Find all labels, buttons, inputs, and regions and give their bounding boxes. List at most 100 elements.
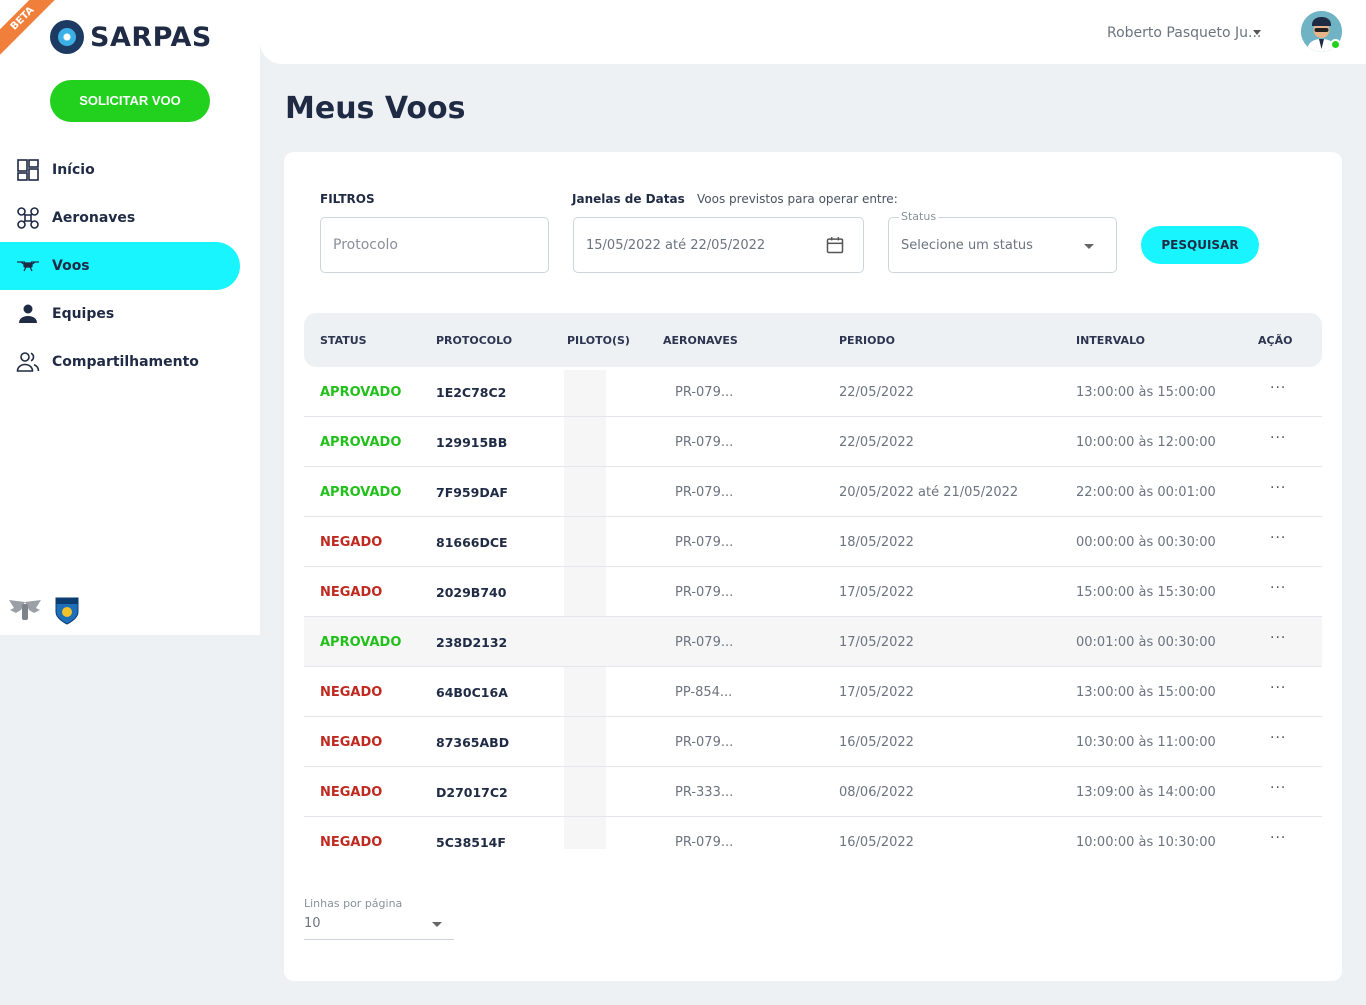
pilots-column-placeholder: [564, 370, 606, 849]
more-actions-icon[interactable]: ···: [1270, 630, 1287, 646]
chevron-down-icon[interactable]: [1253, 30, 1261, 35]
cell-protocolo: 129915BB: [436, 435, 508, 450]
more-actions-icon[interactable]: ···: [1270, 780, 1287, 796]
table-row[interactable]: APROVADO 7F959DAF PR-079... 20/05/2022 até …: [304, 467, 1322, 517]
sidebar-item-label: Equipes: [52, 306, 115, 322]
cell-protocolo: 87365ABD: [436, 735, 510, 750]
column-header-intervalo[interactable]: INTERVALO: [1076, 334, 1146, 347]
cell-intervalo: 13:09:00 às 14:00:00: [1076, 785, 1216, 800]
column-header-protocolo[interactable]: PROTOCOLO: [436, 334, 513, 347]
more-actions-icon[interactable]: ···: [1270, 730, 1287, 746]
cell-periodo: 22/05/2022: [839, 435, 914, 450]
cell-aeronave: PR-079...: [675, 835, 734, 850]
table-row[interactable]: APROVADO 1E2C78C2 PR-079... 22/05/2022 13:00…: [304, 367, 1322, 417]
cell-protocolo: 64B0C16A: [436, 685, 508, 700]
cell-periodo: 16/05/2022: [839, 735, 914, 750]
cell-aeronave: PR-079...: [675, 485, 734, 500]
footer-emblems: [6, 596, 80, 626]
more-actions-icon[interactable]: ···: [1270, 530, 1287, 546]
search-button[interactable]: PESQUISAR: [1141, 226, 1259, 264]
sidebar-item-label: Aeronaves: [52, 210, 136, 226]
people-icon: [15, 349, 41, 375]
table-row[interactable]: NEGADO 2029B740 PR-079... 17/05/2022 15:00:0…: [304, 567, 1322, 617]
sidebar-item-aeronaves[interactable]: Aeronaves: [0, 194, 260, 242]
date-range-field[interactable]: 15/05/2022 até 22/05/2022: [573, 217, 864, 273]
column-header-pilotos[interactable]: PILOTO(S): [567, 334, 630, 347]
column-header-acao: AÇÃO: [1258, 334, 1293, 347]
flight-drone-icon: [15, 253, 41, 279]
calendar-icon[interactable]: [825, 235, 845, 255]
cell-intervalo: 00:01:00 às 00:30:00: [1076, 635, 1216, 650]
request-flight-button[interactable]: SOLICITAR VOO: [50, 80, 210, 122]
page-title: Meus Voos: [285, 91, 466, 126]
date-window-label: Janelas de Datas: [572, 192, 685, 206]
protocol-input[interactable]: [333, 237, 548, 253]
cell-periodo: 17/05/2022: [839, 685, 914, 700]
sidebar-item-equipes[interactable]: Equipes: [0, 290, 260, 338]
cell-status: APROVADO: [320, 385, 402, 400]
user-menu[interactable]: Roberto Pasqueto Ju...: [1107, 25, 1262, 41]
date-range-value: 15/05/2022 até 22/05/2022: [586, 237, 766, 253]
drone-icon: [15, 205, 41, 231]
rows-per-page-select[interactable]: 10: [304, 912, 454, 940]
protocol-field[interactable]: [320, 217, 549, 273]
rows-per-page-label: Linhas por página: [304, 897, 403, 910]
sidebar-item-label: Início: [52, 162, 95, 178]
rows-per-page-value: 10: [304, 916, 321, 931]
cell-protocolo: 81666DCE: [436, 535, 508, 550]
cell-aeronave: PR-079...: [675, 735, 734, 750]
cell-periodo: 17/05/2022: [839, 585, 914, 600]
more-actions-icon[interactable]: ···: [1270, 680, 1287, 696]
cell-status: NEGADO: [320, 585, 383, 600]
cell-intervalo: 10:00:00 às 10:30:00: [1076, 835, 1216, 850]
more-actions-icon[interactable]: ···: [1270, 830, 1287, 846]
dropdown-arrow-icon: [432, 922, 442, 927]
more-actions-icon[interactable]: ···: [1270, 480, 1287, 496]
top-header: Roberto Pasqueto Ju...: [260, 0, 1366, 64]
cell-protocolo: D27017C2: [436, 785, 508, 800]
cell-protocolo: 1E2C78C2: [436, 385, 507, 400]
column-header-status[interactable]: STATUS: [320, 334, 367, 347]
cell-protocolo: 238D2132: [436, 635, 508, 650]
table-row[interactable]: APROVADO 238D2132 PR-079... 17/05/2022 00:01…: [304, 617, 1322, 667]
status-select[interactable]: Status Selecione um status: [888, 210, 1117, 273]
cell-aeronave: PR-079...: [675, 635, 734, 650]
date-window-hint: Voos previstos para operar entre:: [697, 192, 898, 206]
sidebar-item-voos[interactable]: Voos: [0, 242, 240, 290]
decea-shield-icon: [55, 597, 79, 625]
cell-status: NEGADO: [320, 835, 383, 850]
more-actions-icon[interactable]: ···: [1270, 380, 1287, 396]
air-force-wings-icon: [9, 600, 41, 620]
cell-status: NEGADO: [320, 685, 383, 700]
column-header-aeronaves[interactable]: AERONAVES: [663, 334, 738, 347]
cell-intervalo: 13:00:00 às 15:00:00: [1076, 385, 1216, 400]
table-row[interactable]: NEGADO 87365ABD PR-079... 16/05/2022 10:30:0…: [304, 717, 1322, 767]
more-actions-icon[interactable]: ···: [1270, 580, 1287, 596]
sidebar-nav: Início Aeronaves: [0, 146, 260, 386]
table-row[interactable]: NEGADO D27017C2 PR-333... 08/06/2022 13:09:0…: [304, 767, 1322, 817]
cell-periodo: 18/05/2022: [839, 535, 914, 550]
table-row[interactable]: NEGADO 5C38514F PR-079... 16/05/2022 10:00:0…: [304, 817, 1322, 867]
sidebar-item-compartilhamento[interactable]: Compartilhamento: [0, 338, 260, 386]
sidebar: BETA SARPAS SOLICITAR VOO Início: [0, 0, 260, 635]
table-row[interactable]: APROVADO 129915BB PR-079... 22/05/2022 10:00…: [304, 417, 1322, 467]
table-row[interactable]: NEGADO 64B0C16A PP-854... 17/05/2022 13:00:0…: [304, 667, 1322, 717]
person-icon: [15, 301, 41, 327]
filters-title: FILTROS: [320, 192, 375, 206]
more-actions-icon[interactable]: ···: [1270, 430, 1287, 446]
cell-periodo: 08/06/2022: [839, 785, 914, 800]
status-placeholder: Selecione um status: [901, 237, 1033, 253]
cell-protocolo: 2029B740: [436, 585, 507, 600]
cell-aeronave: PR-079...: [675, 585, 734, 600]
cell-intervalo: 10:30:00 às 11:00:00: [1076, 735, 1216, 750]
app-logo[interactable]: SARPAS: [50, 20, 212, 54]
table-row[interactable]: NEGADO 81666DCE PR-079... 18/05/2022 00:00:0…: [304, 517, 1322, 567]
column-header-periodo[interactable]: PERIODO: [839, 334, 895, 347]
cell-intervalo: 00:00:00 às 00:30:00: [1076, 535, 1216, 550]
sidebar-item-inicio[interactable]: Início: [0, 146, 260, 194]
cell-aeronave: PP-854...: [675, 685, 733, 700]
cell-aeronave: PR-079...: [675, 435, 734, 450]
flights-card: FILTROS Janelas de Datas Voos previstos …: [284, 152, 1342, 981]
cell-aeronave: PR-333...: [675, 785, 734, 800]
cell-intervalo: 10:00:00 às 12:00:00: [1076, 435, 1216, 450]
